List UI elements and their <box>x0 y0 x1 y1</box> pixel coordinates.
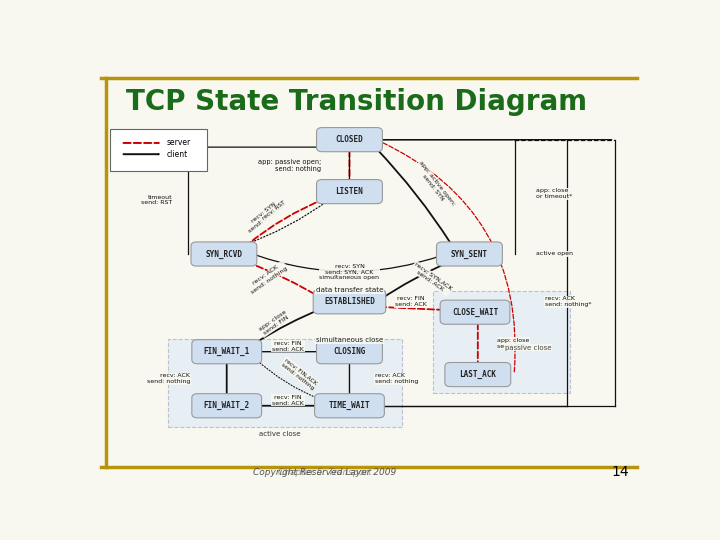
FancyBboxPatch shape <box>109 129 207 171</box>
Text: LAST_ACK: LAST_ACK <box>459 370 496 379</box>
Text: CLOSED: CLOSED <box>336 135 364 144</box>
Text: recv: ACK
send: nothing: recv: ACK send: nothing <box>246 261 288 294</box>
Text: app: close
send: FIN: app: close send: FIN <box>498 338 530 349</box>
Text: SYN_RCVD: SYN_RCVD <box>205 249 243 259</box>
Text: recv: RST: recv: RST <box>261 200 287 221</box>
FancyBboxPatch shape <box>436 242 503 266</box>
FancyBboxPatch shape <box>445 362 510 387</box>
Text: recv: SYN
send: SYN,ACK: recv: SYN send: SYN,ACK <box>244 197 287 234</box>
Text: recv: ACK
send: nothing: recv: ACK send: nothing <box>374 373 418 384</box>
Text: CLOSING: CLOSING <box>333 347 366 356</box>
Text: TCP State Transition Diagram: TCP State Transition Diagram <box>126 88 588 116</box>
FancyBboxPatch shape <box>433 292 570 393</box>
Text: simultaneous close: simultaneous close <box>316 337 383 343</box>
FancyBboxPatch shape <box>315 394 384 418</box>
FancyBboxPatch shape <box>317 340 382 364</box>
Text: app: passive open;
send: nothing: app: passive open; send: nothing <box>258 159 322 172</box>
Text: FIN_WAIT_1: FIN_WAIT_1 <box>204 347 250 356</box>
FancyBboxPatch shape <box>317 127 382 152</box>
FancyBboxPatch shape <box>168 339 402 427</box>
Text: recv: ACK
send: nothing: recv: ACK send: nothing <box>147 373 190 384</box>
FancyBboxPatch shape <box>192 340 261 364</box>
Text: ESTABLISHED: ESTABLISHED <box>324 298 375 306</box>
Text: Copyright Reserved Layer 2009: Copyright Reserved Layer 2009 <box>253 468 396 477</box>
Text: active open: active open <box>536 252 573 256</box>
Text: client: client <box>167 150 188 159</box>
Text: recv: FIN
send: ACK: recv: FIN send: ACK <box>395 296 427 307</box>
Text: LISTEN: LISTEN <box>336 187 364 196</box>
Text: Chapter 5: Transport: Chapter 5: Transport <box>278 468 371 477</box>
Text: recv: ACK
send: nothing*: recv: ACK send: nothing* <box>545 296 591 307</box>
Text: data transfer state: data transfer state <box>315 287 383 293</box>
Text: CLOSE_WAIT: CLOSE_WAIT <box>452 308 498 317</box>
Text: SYN_SENT: SYN_SENT <box>451 249 488 259</box>
Text: passive close: passive close <box>505 345 552 350</box>
Text: TIME_WAIT: TIME_WAIT <box>328 401 370 410</box>
FancyBboxPatch shape <box>192 394 261 418</box>
Text: app: active open;
send: SYN: app: active open; send: SYN <box>413 160 456 211</box>
FancyBboxPatch shape <box>317 180 382 204</box>
FancyBboxPatch shape <box>191 242 257 266</box>
Text: recv: SYN
send: SYN, ACK
simultaneous open: recv: SYN send: SYN, ACK simultaneous op… <box>320 264 379 280</box>
Text: timeout
send: RST: timeout send: RST <box>141 194 173 205</box>
FancyBboxPatch shape <box>440 300 510 324</box>
Text: recv: SYN,ACK
send: ACK: recv: SYN,ACK send: ACK <box>410 261 453 296</box>
Text: app: close
or timeout*: app: close or timeout* <box>536 188 572 199</box>
Text: active close: active close <box>259 431 300 437</box>
Text: recv: FIN
send: ACK: recv: FIN send: ACK <box>272 341 304 352</box>
Text: FIN_WAIT_2: FIN_WAIT_2 <box>204 401 250 410</box>
Text: 14: 14 <box>611 465 629 480</box>
Text: server: server <box>167 138 192 147</box>
Text: recv: FIN,ACK
send: nothing: recv: FIN,ACK send: nothing <box>280 357 318 390</box>
FancyBboxPatch shape <box>313 290 386 314</box>
Text: app: close
send: FIN: app: close send: FIN <box>258 310 290 337</box>
Text: recv: FIN
send: ACK: recv: FIN send: ACK <box>272 395 304 406</box>
